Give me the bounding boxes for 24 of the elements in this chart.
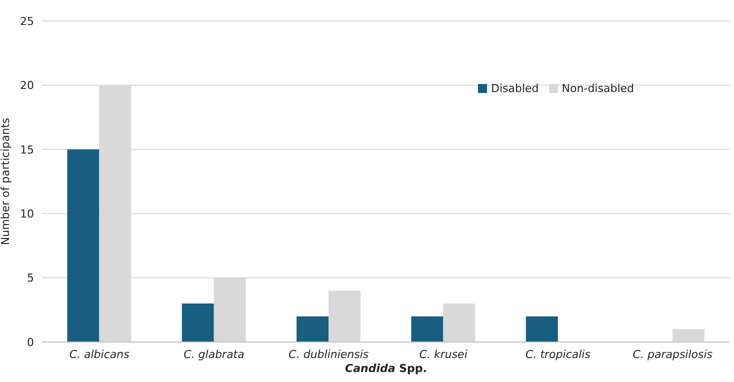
bar	[67, 149, 100, 342]
bar	[296, 316, 329, 342]
x-tick-label: C. tropicalis	[526, 348, 591, 361]
x-tick-label: C. parapsilosis	[632, 348, 713, 361]
bar	[411, 316, 444, 342]
bar	[672, 329, 705, 342]
bar	[182, 303, 214, 342]
y-tick-label: 0	[27, 336, 34, 349]
x-tick-label: C. albicans	[69, 348, 130, 361]
x-tick-label: C. glabrata	[184, 348, 245, 361]
bar	[526, 316, 558, 342]
y-tick-label: 10	[20, 208, 34, 221]
bar	[443, 303, 476, 342]
x-axis-title: Candida Spp.	[345, 362, 427, 375]
x-tick-label: C. krusei	[419, 348, 468, 361]
y-tick-label: 25	[20, 14, 34, 28]
x-tick-label: C. dubliniensis	[288, 348, 369, 361]
y-tick-label: 5	[27, 272, 34, 285]
y-tick-label: 15	[20, 143, 34, 156]
bar	[328, 290, 361, 342]
legend-label: Disabled	[491, 82, 539, 95]
y-tick-label: 20	[20, 79, 34, 92]
y-axis-title: Number of participants	[0, 118, 12, 246]
legend-label: Non-disabled	[562, 82, 634, 95]
